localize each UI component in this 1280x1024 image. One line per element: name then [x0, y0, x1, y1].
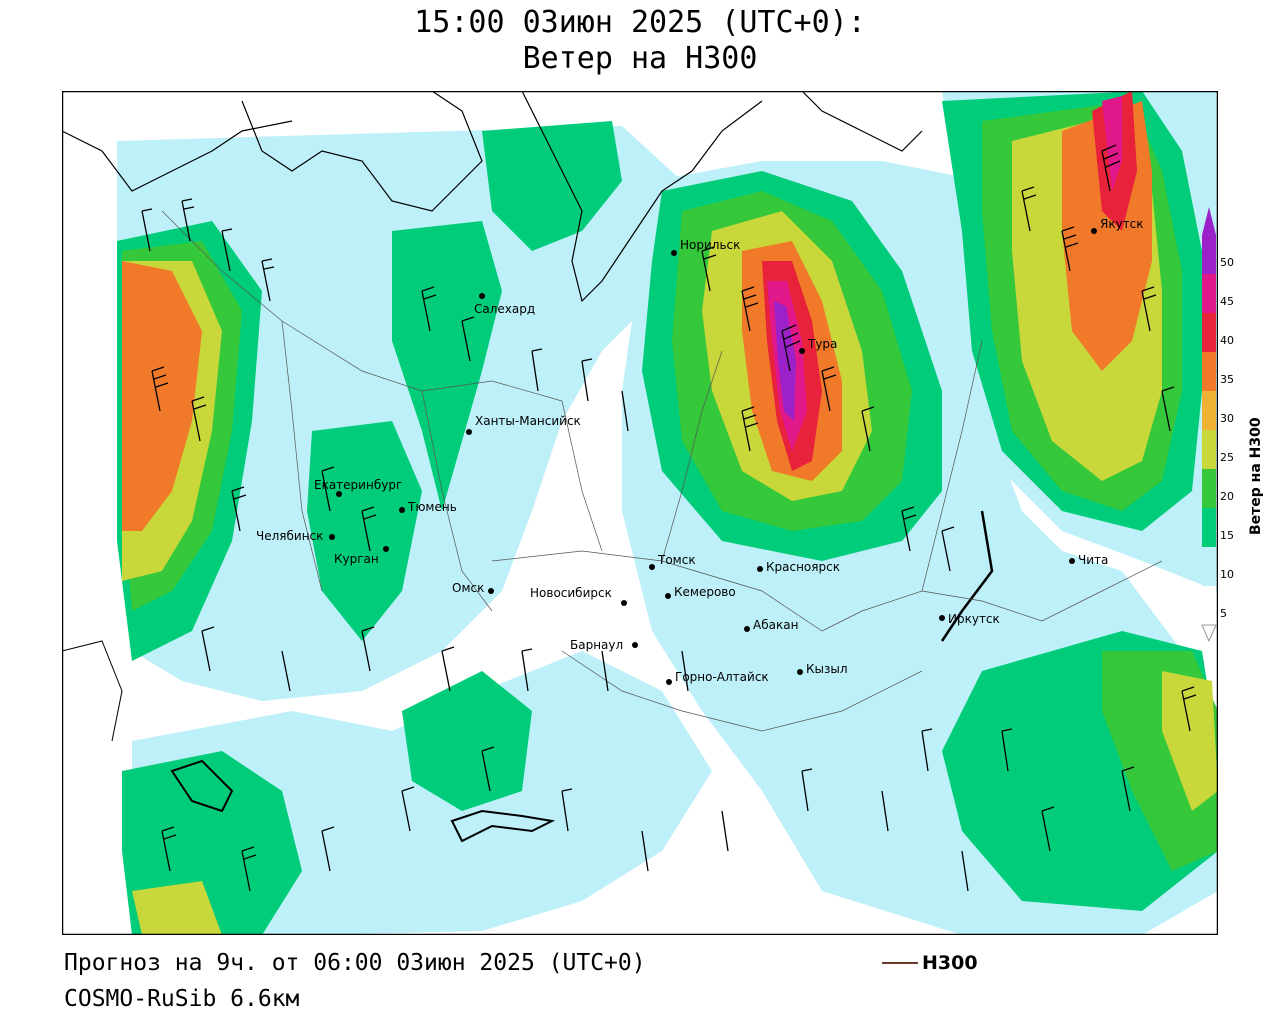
- city-dot-novosibirsk: [621, 600, 627, 606]
- colorbar-block: [1202, 508, 1216, 547]
- city-label-khanty-mansiysk: Ханты-Мансийск: [475, 414, 581, 428]
- city-label-tyumen: Тюмень: [407, 500, 457, 514]
- map-title-time: 15:00 03июн 2025 (UTC+0):: [414, 5, 866, 40]
- city-label-kemerovo: Кемерово: [674, 585, 736, 599]
- colorbar-block: [1202, 469, 1216, 508]
- colorbar-tick-label: 45: [1220, 295, 1234, 308]
- colorbar-tick-label: 10: [1220, 568, 1234, 581]
- colorbar: 5 10 15 20 25 30 35 40 45 50 Ветер на H300: [1201, 207, 1264, 643]
- colorbar-blocks: [1201, 207, 1217, 643]
- city-dot-abakan: [744, 626, 750, 632]
- city-label-tura: Тура: [807, 337, 837, 351]
- city-dot-omsk: [488, 588, 494, 594]
- city-label-irkutsk: Иркутск: [948, 612, 1000, 626]
- city-label-abakan: Абакан: [753, 618, 798, 632]
- colorbar-block: [1202, 391, 1216, 430]
- coastlines-and-borders: [62, 91, 994, 843]
- city-markers: Норильск Якутск Салехард Тура Ханты-Манс…: [256, 217, 1144, 685]
- colorbar-tick-label: 40: [1220, 334, 1234, 347]
- city-dot-kemerovo: [665, 593, 671, 599]
- city-dot-chita: [1069, 558, 1075, 564]
- city-dot-tyumen: [399, 507, 405, 513]
- forecast-info: Прогноз на 9ч. от 06:00 03июн 2025 (UTC+…: [64, 950, 646, 976]
- city-dot-kyzyl: [797, 669, 803, 675]
- city-label-norilsk: Норильск: [680, 238, 740, 252]
- colorbar-block: [1202, 547, 1216, 586]
- colorbar-tick-label: 5: [1220, 607, 1227, 620]
- region-borders: [161, 210, 1163, 732]
- city-label-barnaul: Барнаул: [570, 638, 623, 652]
- city-label-tomsk: Томск: [657, 553, 696, 567]
- colorbar-block: [1202, 352, 1216, 391]
- city-dot-norilsk: [671, 250, 677, 256]
- colorbar-tick-label: 50: [1220, 256, 1234, 269]
- city-label-ekaterinburg: Екатеринбург: [314, 478, 402, 492]
- city-dot-tomsk: [649, 564, 655, 570]
- colorbar-tick-label: 35: [1220, 373, 1234, 386]
- city-label-kyzyl: Кызыл: [806, 662, 848, 676]
- colorbar-label: Ветер на H300: [1248, 417, 1264, 535]
- colorbar-block: [1202, 430, 1216, 469]
- city-dot-khanty-mansiysk: [466, 429, 472, 435]
- colorbar-tick-label: 20: [1220, 490, 1234, 503]
- wind-speed-fill: [117, 91, 1218, 935]
- city-dot-yakutsk: [1091, 228, 1097, 234]
- city-dot-barnaul: [632, 642, 638, 648]
- colorbar-block: [1202, 313, 1216, 352]
- model-name: COSMO-RuSib 6.6км: [64, 986, 300, 1012]
- h300-contour-legend-line: [882, 962, 918, 964]
- colorbar-tick-label: 25: [1220, 451, 1234, 464]
- city-label-chelyabinsk: Челябинск: [256, 529, 323, 543]
- city-dot-kurgan: [383, 546, 389, 552]
- city-label-gorno-altaysk: Горно-Алтайск: [675, 670, 769, 684]
- colorbar-ticks: 5 10 15 20 25 30 35 40 45 50: [1220, 256, 1234, 620]
- wind-barbs: [141, 144, 1197, 892]
- map-title-variable: Ветер на H300: [522, 41, 758, 76]
- city-dot-salekhard: [479, 293, 485, 299]
- city-label-omsk: Омск: [452, 581, 484, 595]
- city-label-chita: Чита: [1078, 553, 1108, 567]
- colorbar-tick-label: 30: [1220, 412, 1234, 425]
- colorbar-bottom-arrow: [1201, 624, 1217, 643]
- city-label-novosibirsk: Новосибирск: [530, 586, 612, 600]
- colorbar-block: [1202, 274, 1216, 313]
- colorbar-block: [1202, 235, 1216, 274]
- h300-contour-legend-label: H300: [922, 952, 978, 974]
- city-label-yakutsk: Якутск: [1100, 217, 1144, 231]
- colorbar-block: [1202, 586, 1216, 625]
- city-dot-irkutsk: [939, 615, 945, 621]
- colorbar-tick-label: 15: [1220, 529, 1234, 542]
- city-dot-tura: [799, 348, 805, 354]
- city-label-salekhard: Салехард: [474, 302, 535, 316]
- city-dot-krasnoyarsk: [757, 566, 763, 572]
- city-label-kurgan: Курган: [334, 552, 379, 566]
- city-dot-gorno-altaysk: [666, 679, 672, 685]
- city-label-krasnoyarsk: Красноярск: [766, 560, 840, 574]
- colorbar-top-arrow: [1202, 207, 1216, 235]
- map-frame: [62, 91, 1218, 935]
- city-dot-chelyabinsk: [329, 534, 335, 540]
- city-dot-ekaterinburg: [336, 491, 342, 497]
- wind-map: Норильск Якутск Салехард Тура Ханты-Манс…: [62, 91, 1218, 935]
